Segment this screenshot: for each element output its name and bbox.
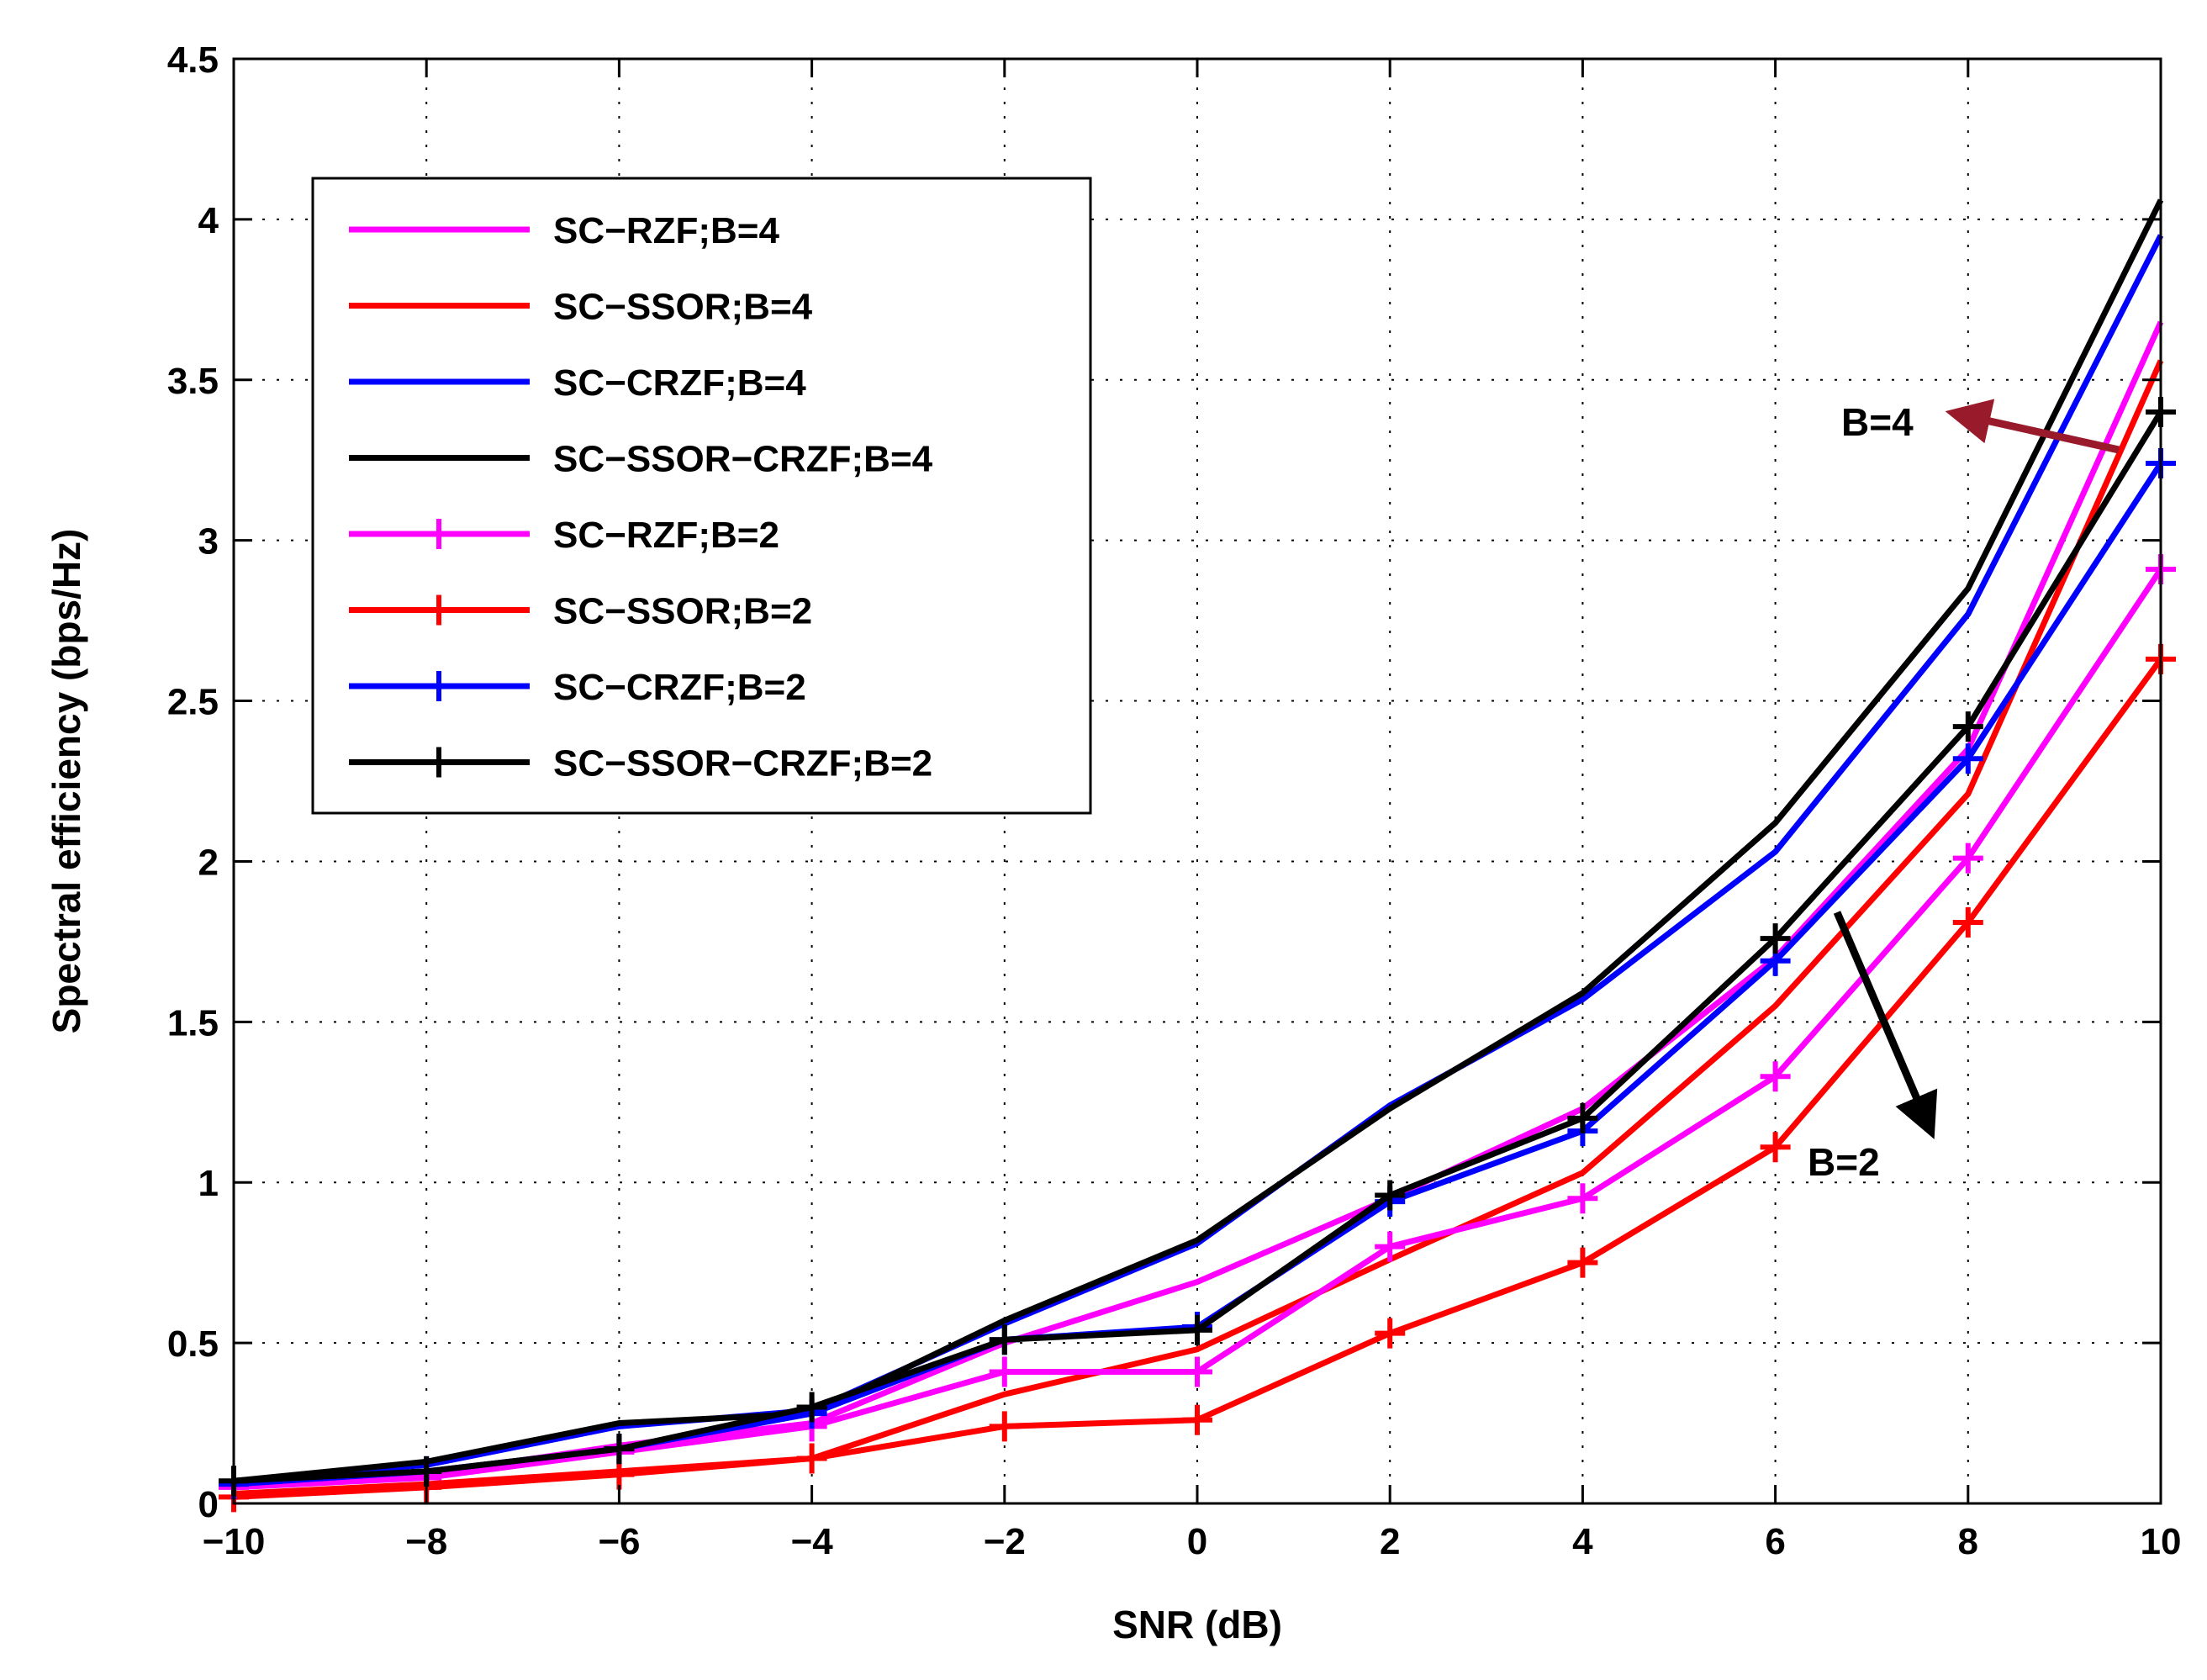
legend-label: SC−SSOR;B=2	[553, 591, 812, 632]
legend-label: SC−RZF;B=2	[553, 515, 779, 556]
legend-marker	[424, 594, 454, 626]
data-point	[1952, 743, 1983, 774]
b4-annotation: B=4	[1841, 400, 1914, 444]
data-point	[1182, 1314, 1212, 1345]
legend-label: SC−SSOR−CRZF;B=4	[553, 439, 933, 480]
data-point	[989, 1324, 1020, 1355]
legend-marker	[424, 671, 454, 701]
y-tick-label: 3	[198, 521, 219, 563]
y-tick-label: 2.5	[167, 682, 219, 723]
y-tick-label: 0	[198, 1484, 219, 1525]
y-axis-label: Spectral efficiency (bps/Hz)	[45, 529, 88, 1034]
legend-entry: SC−SSOR;B=4	[349, 287, 813, 328]
x-axis-label: SNR (dB)	[1112, 1603, 1282, 1646]
y-tick-label: 1.5	[167, 1002, 219, 1043]
legend-label: SC−RZF;B=4	[553, 210, 779, 251]
legend-entry: SC−SSOR−CRZF;B=2	[349, 743, 932, 785]
y-axis: 0 0.5 1 1.5 2 2.5 3 3.5 4 4.5	[167, 40, 2161, 1525]
legend-entry: SC−CRZF;B=2	[349, 667, 806, 708]
annotations: B=4 B=2	[1808, 399, 2120, 1184]
data-point	[1760, 1132, 1791, 1163]
x-tick-label: 0	[1187, 1521, 1207, 1562]
x-tick-label: −4	[791, 1521, 834, 1562]
y-tick-label: 4	[198, 200, 219, 241]
data-point	[411, 1455, 442, 1487]
legend-marker	[424, 519, 454, 549]
data-point	[796, 1443, 827, 1474]
x-tick-label: −10	[203, 1521, 266, 1562]
x-tick-label: −8	[405, 1521, 447, 1562]
legend-label: SC−SSOR−CRZF;B=2	[553, 743, 932, 785]
series-layer	[219, 198, 2176, 1513]
data-point	[989, 1411, 1020, 1442]
y-tick-label: 2	[198, 842, 219, 883]
x-tick-label: 4	[1572, 1521, 1593, 1562]
data-point	[1952, 906, 1983, 938]
b2-arrow	[1833, 911, 1938, 1139]
x-tick-label: −6	[598, 1521, 640, 1562]
data-point	[1952, 843, 1983, 874]
legend-label: SC−CRZF;B=4	[553, 362, 806, 404]
legend-entry: SC−RZF;B=2	[349, 515, 779, 556]
legend-entry: SC−RZF;B=4	[349, 210, 779, 251]
series-2	[233, 359, 2164, 1498]
y-tick-label: 3.5	[167, 361, 219, 402]
data-point	[1760, 1061, 1791, 1092]
series-line	[233, 198, 2164, 1484]
legend-label: SC−SSOR;B=4	[553, 287, 813, 328]
y-tick-label: 1	[198, 1163, 219, 1204]
data-point	[1375, 1231, 1406, 1262]
data-point	[1567, 1247, 1598, 1278]
x-tick-label: 2	[1380, 1521, 1400, 1562]
data-point	[1567, 1102, 1598, 1133]
data-point	[1375, 1318, 1406, 1349]
data-point	[604, 1434, 635, 1465]
data-point	[1375, 1180, 1406, 1211]
legend-marker	[424, 747, 454, 778]
series-line	[233, 234, 2164, 1484]
legend-entry: SC−SSOR;B=2	[349, 591, 812, 632]
series-line	[233, 359, 2164, 1498]
legend-entry: SC−SSOR−CRZF;B=4	[349, 439, 933, 480]
series-4	[233, 198, 2164, 1484]
legend-box	[311, 177, 1092, 815]
b2-annotation: B=2	[1808, 1140, 1880, 1184]
x-tick-label: 6	[1765, 1521, 1785, 1562]
x-tick-label: −2	[984, 1521, 1026, 1562]
data-point	[1182, 1404, 1212, 1435]
x-tick-label: 10	[2141, 1521, 2182, 1562]
legend-label: SC−CRZF;B=2	[553, 667, 806, 708]
x-tick-label: 8	[1958, 1521, 1978, 1562]
data-point	[1567, 1183, 1598, 1214]
series-6	[219, 643, 2176, 1513]
legend-entry: SC−CRZF;B=4	[349, 362, 806, 404]
data-point	[604, 1459, 635, 1490]
y-tick-label: 4.5	[167, 40, 219, 81]
y-tick-label: 0.5	[167, 1323, 219, 1365]
x-axis: −10 −8 −6 −4 −2 0 2 4 6 8 10	[203, 59, 2182, 1562]
data-point	[1760, 923, 1791, 954]
legend: SC−RZF;B=4 SC−SSOR;B=4 SC−CRZF;B=4 SC−SSOR−…	[311, 177, 1092, 815]
data-point	[1182, 1356, 1212, 1387]
data-point	[989, 1356, 1020, 1387]
b4-arrow	[1945, 399, 2120, 454]
data-point	[796, 1392, 827, 1423]
series-3	[233, 234, 2164, 1484]
data-point	[1952, 711, 1983, 742]
